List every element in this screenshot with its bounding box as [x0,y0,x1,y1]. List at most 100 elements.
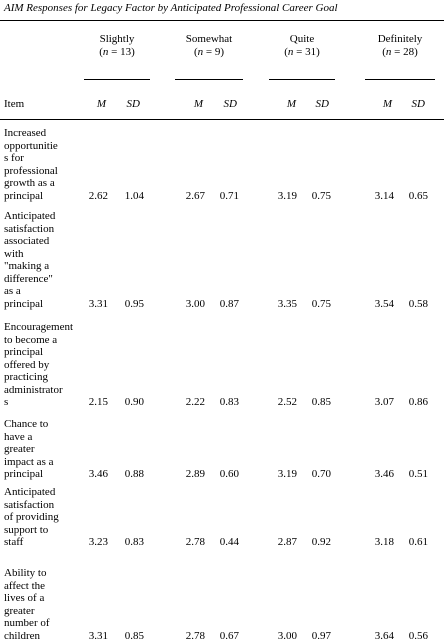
sd-value: 0.95 [112,298,144,310]
sd-value: 0.70 [299,468,331,480]
item-label-line: have a [4,431,84,444]
sd-value: 0.97 [299,630,331,642]
sd-column-header: SD [110,98,140,110]
sd-value: 0.90 [112,396,144,408]
mean-value: 2.15 [76,396,108,408]
group-name: Slightly [84,33,150,46]
sd-value: 0.85 [112,630,144,642]
item-label-line: greater [4,443,84,456]
item-label-line: difference" [4,273,84,286]
sd-column-header: SD [395,98,425,110]
group-underline [84,79,150,80]
m-column-header: M [173,98,203,110]
mean-value: 2.78 [173,536,205,548]
sd-value: 0.86 [396,396,428,408]
group-underline [269,79,335,80]
sd-value: 1.04 [112,190,144,202]
m-column-header: M [266,98,296,110]
m-column-header: M [362,98,392,110]
item-label-line: satisfaction [4,223,84,236]
item-label-line: opportunitie [4,140,84,153]
mean-value: 3.31 [76,298,108,310]
item-label-line: Increased [4,127,84,140]
item-label-line: with [4,248,84,261]
sd-value: 0.51 [396,468,428,480]
mean-value: 3.46 [362,468,394,480]
sd-value: 0.75 [299,298,331,310]
item-label-line: staff [4,536,84,549]
item-label-line: to become a [4,334,84,347]
item-label-line: Anticipated [4,210,84,223]
mean-value: 3.18 [362,536,394,548]
item-label-line: "making a [4,260,84,273]
sd-value: 0.83 [207,396,239,408]
item-label-line: principal [4,190,84,203]
mean-value: 3.19 [265,190,297,202]
mean-value: 3.19 [265,468,297,480]
group-header-quite: Quite (n = 31) [269,33,335,59]
mean-value: 2.78 [173,630,205,642]
item-label-line: associated [4,235,84,248]
group-n: (n = 31) [269,46,335,59]
mean-value: 2.89 [173,468,205,480]
sd-column-header: SD [207,98,237,110]
sd-value: 0.61 [396,536,428,548]
sd-value: 0.58 [396,298,428,310]
item-label-line: lives of a [4,592,84,605]
sd-value: 0.56 [396,630,428,642]
mean-value: 2.52 [265,396,297,408]
item-label-line: administrator [4,384,84,397]
group-header-slightly: Slightly (n = 13) [84,33,150,59]
item-label-line: number of [4,617,84,630]
item-label-line: impact as a [4,456,84,469]
mean-value: 3.46 [76,468,108,480]
group-name: Somewhat [175,33,243,46]
item-label-line: Chance to [4,418,84,431]
mean-value: 3.07 [362,396,394,408]
item-label-line: practicing [4,371,84,384]
item-label-line: Anticipated [4,486,84,499]
sd-value: 0.85 [299,396,331,408]
sd-value: 0.67 [207,630,239,642]
item-label-line: growth as a [4,177,84,190]
mean-value: 3.54 [362,298,394,310]
group-underline [175,79,243,80]
group-header-definitely: Definitely (n = 28) [365,33,435,59]
m-column-header: M [76,98,106,110]
mean-value: 2.87 [265,536,297,548]
mean-value: 3.35 [265,298,297,310]
mean-value: 3.23 [76,536,108,548]
group-n: (n = 13) [84,46,150,59]
item-label-line: Encouragement [4,321,84,334]
group-name: Definitely [365,33,435,46]
sd-value: 0.65 [396,190,428,202]
sd-value: 0.71 [207,190,239,202]
group-name: Quite [269,33,335,46]
group-header-somewhat: Somewhat (n = 9) [175,33,243,59]
mean-value: 2.62 [76,190,108,202]
item-label-line: principal [4,468,84,481]
mean-value: 3.64 [362,630,394,642]
table-title: AIM Responses for Legacy Factor by Antic… [4,2,338,14]
item-label-line: satisfaction [4,499,84,512]
sd-value: 0.92 [299,536,331,548]
item-label-line: support to [4,524,84,537]
item-label-line: greater [4,605,84,618]
item-label-line: Ability to [4,567,84,580]
sd-value: 0.88 [112,468,144,480]
mean-value: 3.00 [265,630,297,642]
item-label-line: s [4,396,84,409]
item-label-line: of providing [4,511,84,524]
mean-value: 3.00 [173,298,205,310]
top-rule [0,20,444,21]
sd-value: 0.60 [207,468,239,480]
sd-column-header: SD [299,98,329,110]
mean-value: 3.31 [76,630,108,642]
mean-value: 2.67 [173,190,205,202]
group-n: (n = 9) [175,46,243,59]
